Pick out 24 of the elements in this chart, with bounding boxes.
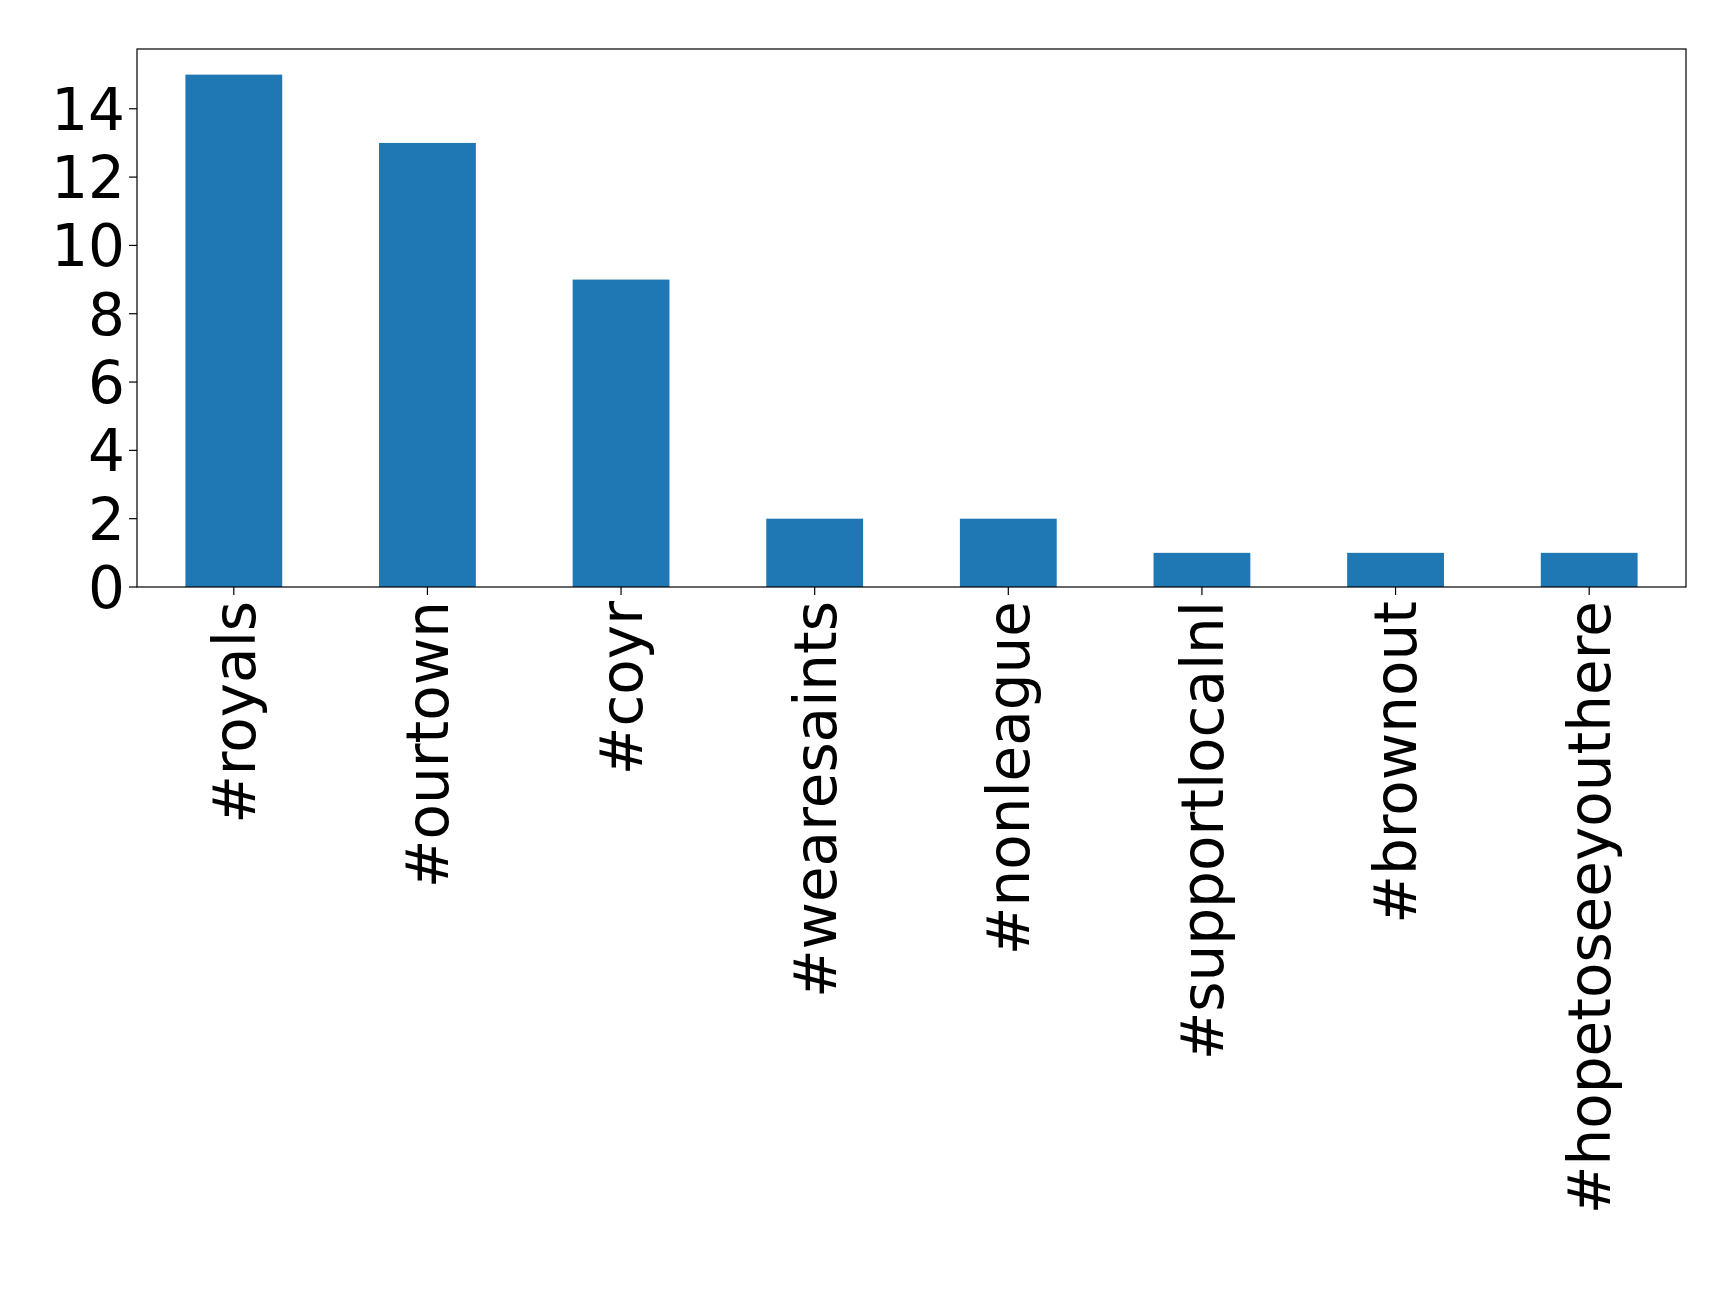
y-tick-label: 2 <box>88 485 125 554</box>
x-tick-label: #ourtown <box>394 601 463 889</box>
x-tick-label: #royals <box>200 601 269 824</box>
bar <box>1540 552 1638 587</box>
x-tick-label: #wearesaints <box>781 601 850 999</box>
y-tick-label: 6 <box>88 348 125 417</box>
y-tick-label: 14 <box>51 75 125 144</box>
y-tick-label: 8 <box>88 280 125 349</box>
x-tick-label: #nonleague <box>975 601 1044 956</box>
bar <box>959 518 1057 587</box>
x-tick-label: #coyr <box>587 600 656 776</box>
bar <box>572 279 670 587</box>
x-tick-label: #brownout <box>1362 601 1431 924</box>
y-tick-label: 0 <box>88 553 125 622</box>
bar <box>1347 552 1444 587</box>
x-tick-label: #hopetoseeyouthere <box>1556 601 1625 1215</box>
y-tick-label: 12 <box>51 143 125 212</box>
bar <box>1153 552 1251 587</box>
bar <box>766 518 864 587</box>
x-tick-label: #supportlocalnl <box>1168 601 1237 1061</box>
bar <box>379 142 476 587</box>
y-tick-label: 4 <box>88 417 125 486</box>
bar <box>185 74 283 587</box>
y-tick-label: 10 <box>51 212 125 281</box>
